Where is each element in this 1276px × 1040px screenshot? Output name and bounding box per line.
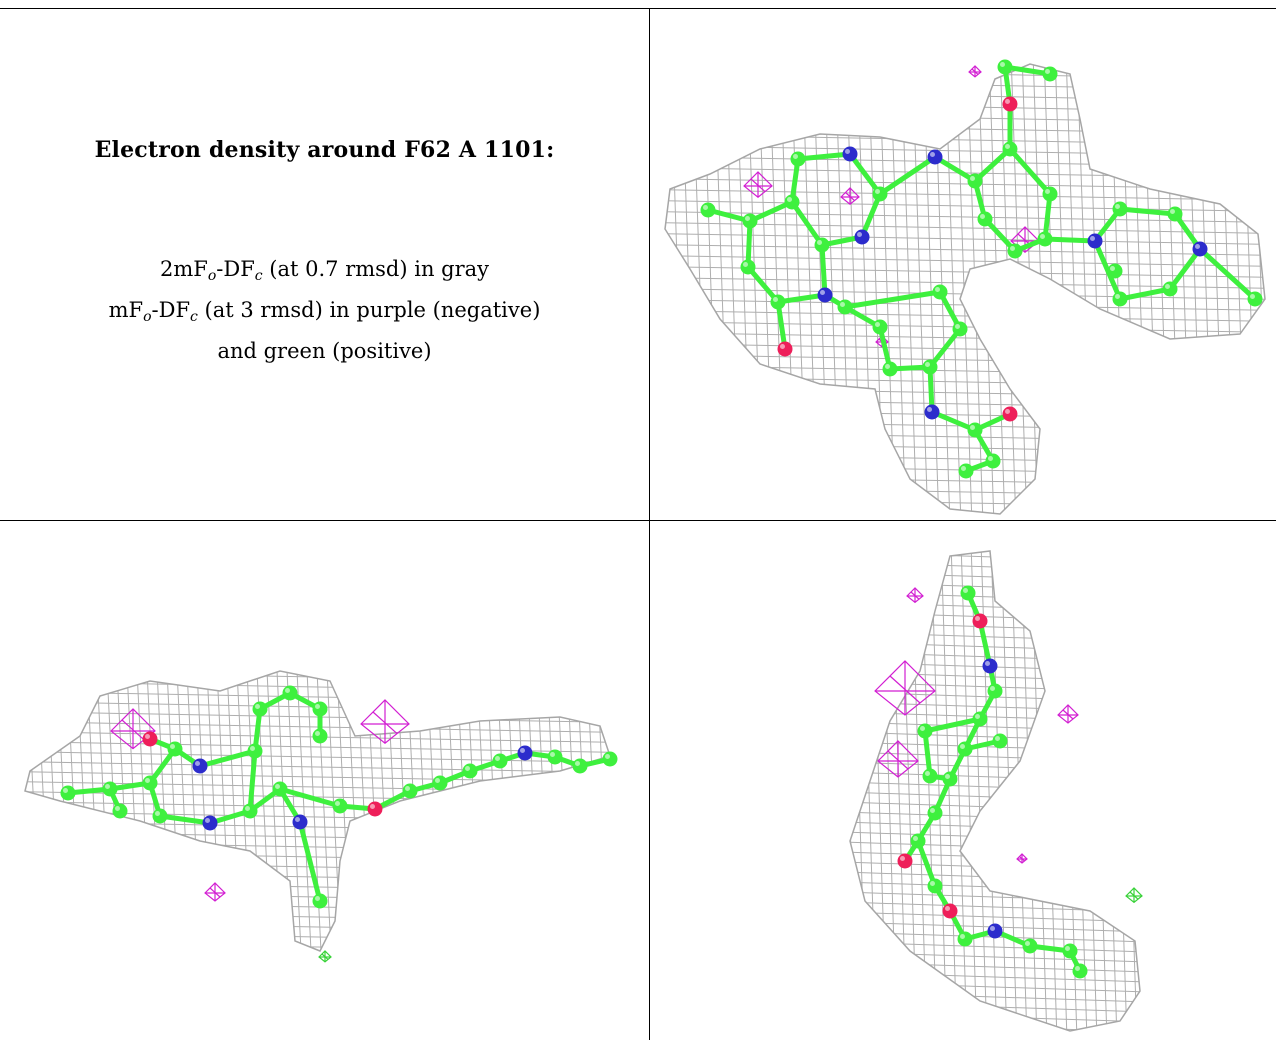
caption-fofc-desc: (at 3 rmsd) in purple (negative) xyxy=(197,298,541,322)
neg-density-blob-10 xyxy=(874,660,936,716)
border-middle xyxy=(0,520,1276,521)
mesh-2fofc-side xyxy=(24,670,611,952)
density-view-end xyxy=(650,521,1276,1040)
caption-line-fofc: mFo-DFc (at 3 rmsd) in purple (negative) xyxy=(0,293,649,334)
pos-density-blob-1 xyxy=(318,950,332,963)
caption-fofc-sub-c: c xyxy=(190,309,198,325)
ligand-model-top xyxy=(700,59,1263,479)
caption-line-2fofc: 2mFo-DFc (at 0.7 rmsd) in gray xyxy=(0,252,649,293)
neg-density-blob-13 xyxy=(1016,853,1028,864)
caption-2fofc-term: 2mF xyxy=(159,257,208,281)
caption-cell: Electron density around F62 A 1101: 2mFo… xyxy=(0,9,649,520)
caption-line-3: and green (positive) xyxy=(217,339,432,363)
neg-density-blob-1 xyxy=(743,171,773,198)
caption-title: Electron density around F62 A 1101: xyxy=(94,137,555,163)
pos-density-blob-2 xyxy=(1125,887,1143,904)
neg-density-blob-9 xyxy=(906,587,924,604)
caption-fofc-term: mF xyxy=(108,298,144,322)
border-vertical xyxy=(649,8,650,1040)
density-view-side xyxy=(0,521,649,1040)
neg-density-blob-2 xyxy=(840,187,860,205)
caption-2fofc-df: -DF xyxy=(216,257,255,281)
neg-density-blob-4 xyxy=(968,65,982,78)
neg-density-blob-12 xyxy=(877,740,919,778)
ligand-model-end xyxy=(897,585,1088,979)
ligand-density-view-2-icon xyxy=(24,670,618,963)
ligand-density-view-3-icon xyxy=(849,550,1143,1032)
border-top xyxy=(0,8,1276,9)
caption-body: 2mFo-DFc (at 0.7 rmsd) in gray mFo-DFc (… xyxy=(0,252,649,368)
neg-density-blob-11 xyxy=(1057,704,1079,724)
neg-density-blob-6 xyxy=(110,708,156,750)
caption-fofc-sub-o: o xyxy=(143,309,152,325)
caption-2fofc-desc: (at 0.7 rmsd) in gray xyxy=(262,257,490,281)
caption-fofc-df: -DF xyxy=(151,298,191,322)
density-view-top xyxy=(650,9,1276,520)
ligand-density-view-1-icon xyxy=(664,59,1266,515)
mesh-2fofc-end xyxy=(849,550,1141,1032)
ligand-model-side xyxy=(60,685,618,909)
caption-2fofc-sub-c: c xyxy=(254,268,263,284)
neg-density-blob-7 xyxy=(360,699,410,744)
caption-2fofc-sub-o: o xyxy=(207,268,217,284)
neg-density-blob-8 xyxy=(204,882,226,902)
